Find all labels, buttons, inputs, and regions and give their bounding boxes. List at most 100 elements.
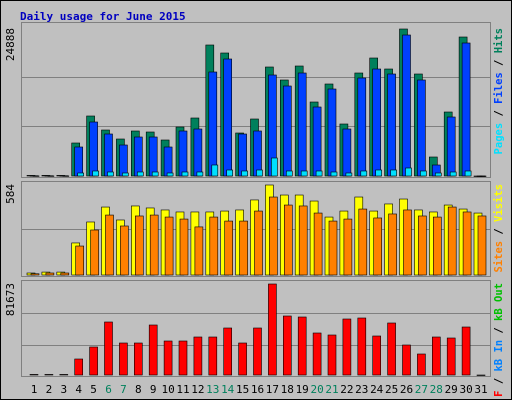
bar [402,34,411,177]
bar [148,136,158,177]
bar [134,136,143,177]
bar [120,225,129,276]
legend-entry: Files [493,72,505,104]
bar [312,332,322,376]
bar [32,175,40,177]
legend-entry: kB F [493,390,505,400]
bar [29,374,39,376]
bar [417,353,426,376]
legend-entry: Hits [493,28,505,53]
bar [208,71,218,177]
bar [105,214,114,276]
bar [45,272,55,276]
x-tick-label: 24 [370,383,384,396]
x-tick-label: 5 [90,383,97,396]
bar [420,170,427,177]
legend-separator: / [493,372,505,391]
bar [62,175,70,177]
bar [464,170,472,177]
bar [122,172,129,177]
x-tick-label: 28 [430,383,443,396]
x-tick-label: 3 [60,383,67,396]
bar [297,316,307,376]
y-tick-label: 584 [4,184,17,204]
legend: kB F / kB In / kB Out [493,283,505,400]
bar [77,172,84,177]
bar [269,196,278,276]
bar [119,342,128,376]
bar [89,121,98,177]
bar [223,58,232,177]
bar [313,212,323,276]
bar [357,317,367,376]
bar [193,128,203,177]
bar [417,79,426,177]
bar [462,211,472,276]
bar [312,106,322,177]
bar [90,229,99,276]
legend: Pages / Files / Hits [493,28,505,154]
bar [418,215,427,276]
bar [357,77,367,177]
bar [241,170,248,177]
bar [193,336,203,376]
bar [104,321,113,376]
bar [74,358,83,376]
bar [196,171,204,177]
bar [75,245,84,276]
bar [330,171,338,177]
bar [405,167,412,177]
bar [256,169,263,177]
bar [253,327,262,376]
bar [92,170,99,177]
x-tick-label: 2 [46,383,53,396]
x-tick-label: 8 [135,383,142,396]
bar [59,374,69,376]
legend: Sites / Visits [493,184,505,273]
x-tick-label: 29 [445,383,458,396]
bar [166,172,174,177]
bar [387,73,396,177]
x-tick-label: 11 [176,383,189,396]
bar [151,171,159,177]
legend-separator: / [493,222,505,241]
x-tick-label: 12 [191,383,204,396]
bar [461,42,471,177]
bar [315,170,323,177]
bar [238,342,247,376]
bar [298,205,308,276]
bar [30,273,40,276]
legend-entry: Sites [493,241,505,273]
bar [447,206,457,276]
x-tick-label: 10 [161,383,174,396]
bar [283,204,293,276]
legend-separator: / [493,53,505,72]
bar [104,133,113,177]
x-tick-label: 16 [251,383,264,396]
legend-separator: / [493,321,505,340]
bar [148,324,158,376]
bar [60,272,70,276]
bar [446,116,456,177]
bar [373,217,383,276]
x-tick-label: 26 [400,383,413,396]
bar [327,334,337,376]
x-tick-label: 4 [75,383,82,396]
bar [300,170,308,177]
x-tick-label: 30 [459,383,472,396]
bar [226,169,233,177]
bar [107,171,114,177]
bar [238,133,247,177]
bar [178,130,188,177]
bar [360,170,368,177]
bar [449,171,457,177]
bar [164,216,174,276]
x-tick-label: 6 [105,383,112,396]
x-tick-label: 9 [150,383,157,396]
bar [179,218,189,276]
y-tick-label: 81673 [4,283,17,316]
bar [358,208,368,276]
bar [343,218,353,276]
bar [342,128,352,177]
